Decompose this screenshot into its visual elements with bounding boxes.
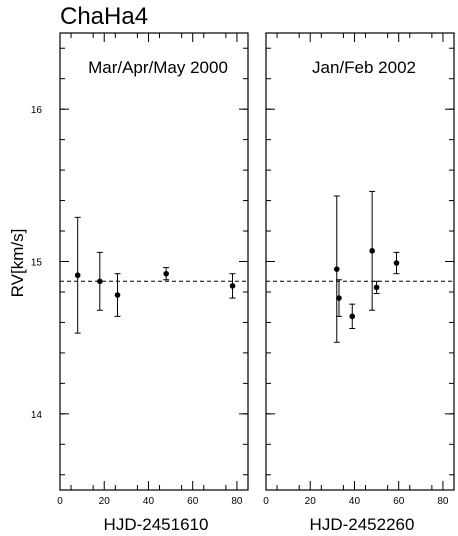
- figure-title: ChaHa4: [60, 3, 148, 30]
- data-point: [333, 266, 340, 272]
- data-point: [393, 260, 400, 266]
- panel-label: Jan/Feb 2002: [312, 58, 416, 77]
- y-tick-label: 15: [31, 258, 43, 269]
- plot-frame: [59, 32, 249, 491]
- data-point: [74, 272, 81, 279]
- x-tick-label: 40: [143, 496, 155, 507]
- data-point: [336, 295, 342, 301]
- data-point: [163, 270, 169, 277]
- data-point: [369, 248, 375, 254]
- panel-label: Mar/Apr/May 2000: [88, 58, 228, 77]
- y-tick-label: 14: [31, 410, 43, 421]
- panel-2: 0 20 40 60 80 Jan/Feb 2002 HJD-2452260: [263, 32, 455, 534]
- data-point: [373, 284, 380, 291]
- x-tick-label: 0: [263, 496, 269, 507]
- panel-1: 0 20 40 60 80 14 15 16 Mar/Apr/May 2000 HJD-24516…: [31, 32, 249, 534]
- data-point: [114, 292, 121, 298]
- data-point: [229, 283, 236, 289]
- panels: 0 20 40 60 80 14 15 16 Mar/Apr/May 2000 HJD-24516…: [31, 32, 455, 534]
- x-tick-label: 40: [349, 496, 361, 507]
- x-axis-label: HJD-2452260: [310, 515, 415, 534]
- x-tick-label: 0: [57, 496, 63, 507]
- plot-frame: [265, 32, 455, 491]
- data-point: [349, 313, 356, 320]
- y-tick-label: 16: [31, 105, 43, 116]
- x-axis-label: HJD-2451610: [104, 515, 209, 534]
- x-tick-label: 60: [393, 496, 405, 507]
- x-tick-label: 20: [99, 496, 111, 507]
- x-tick-label: 80: [231, 496, 243, 507]
- x-tick-label: 20: [305, 496, 317, 507]
- x-tick-label: 80: [437, 496, 449, 507]
- data-point: [97, 278, 103, 285]
- y-axis-label: RV[km/s]: [8, 229, 27, 298]
- x-tick-label: 60: [187, 496, 199, 507]
